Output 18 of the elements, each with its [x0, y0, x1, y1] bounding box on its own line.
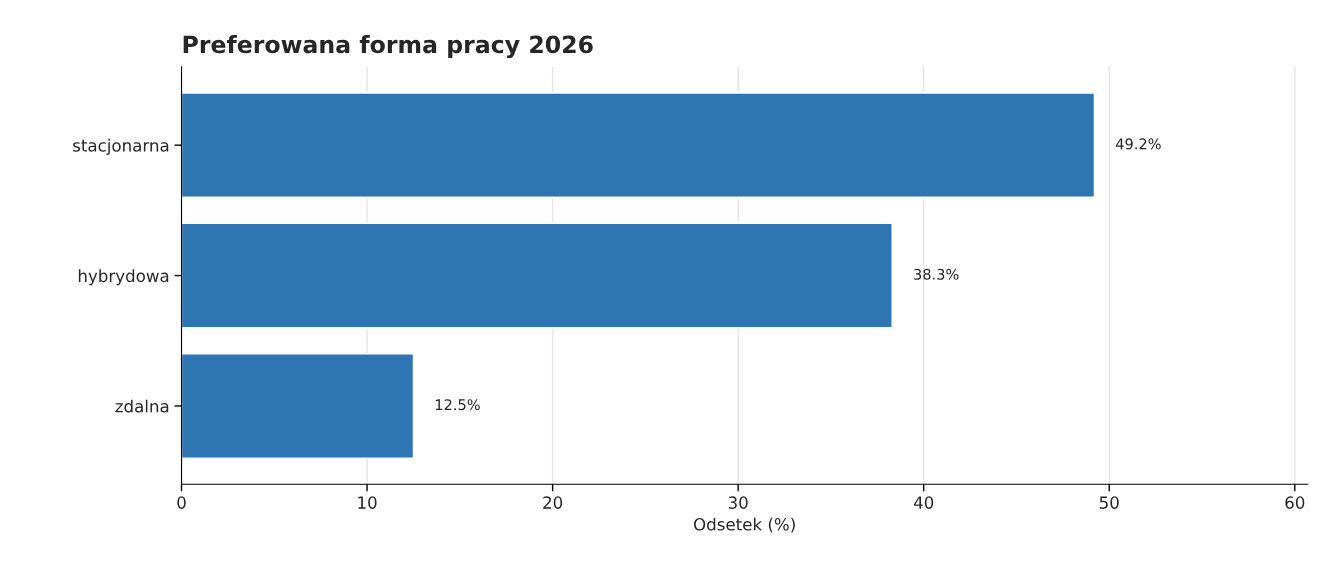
- bar: [181, 353, 415, 459]
- data-label: 49.2%: [1115, 138, 1161, 150]
- bar: [181, 222, 893, 329]
- x-tick-label: 60: [1285, 496, 1305, 509]
- x-tick-label: 50: [1099, 496, 1119, 509]
- y-tick-label: zdalna: [115, 399, 169, 413]
- chart-title: Preferowana forma pracy 2026: [183, 35, 593, 59]
- x-tick-label: 40: [913, 496, 934, 509]
- x-tick-label: 20: [543, 496, 563, 509]
- bar: [181, 92, 1096, 199]
- data-label: 38.3%: [914, 268, 959, 280]
- data-label: 12.5%: [435, 399, 480, 411]
- y-tick-label: stacjonarna: [73, 138, 169, 155]
- y-tick-label: hybrydowa: [78, 269, 169, 286]
- x-tick-label: 30: [728, 496, 748, 509]
- x-tick-label: 0: [177, 496, 186, 509]
- x-tick-label: 10: [358, 496, 377, 509]
- x-axis-title: Odsetek (%): [693, 517, 795, 533]
